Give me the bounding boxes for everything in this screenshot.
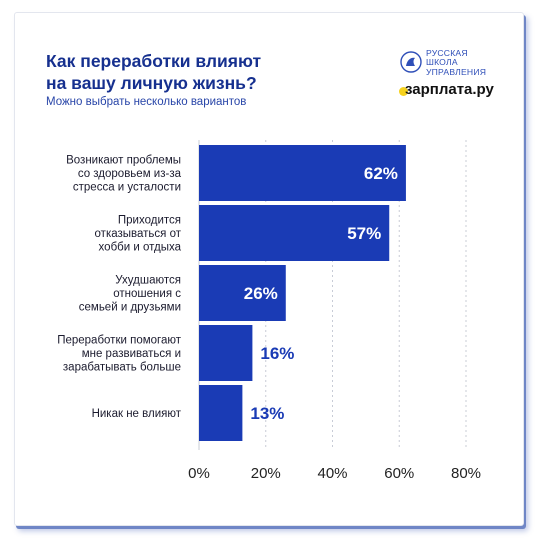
- category-label: хобби и отдыха: [99, 242, 182, 254]
- category-label: со здоровьем из-за: [78, 168, 182, 180]
- category-label: зарабатывать больше: [63, 362, 181, 374]
- rshu-line-2: ШКОЛА: [426, 57, 458, 68]
- category-label: отказываться от: [95, 228, 182, 240]
- bar: [199, 385, 243, 441]
- bar-value-label: 13%: [250, 404, 284, 423]
- bar-value-label: 26%: [244, 284, 278, 303]
- bar: [199, 265, 286, 321]
- chart-title: Как переработки влияют на вашу личную жи…: [46, 50, 346, 94]
- category-label: Приходится: [118, 215, 181, 227]
- bar-value-label: 62%: [364, 164, 398, 183]
- title-line-2: на вашу личную жизнь?: [46, 73, 257, 93]
- rshu-line-1: РУССКАЯ: [426, 48, 468, 58]
- category-label: стресса и усталости: [73, 182, 181, 194]
- bar: [199, 205, 390, 261]
- x-tick-label: 40%: [317, 465, 347, 482]
- zarplata-logo-dot: [399, 87, 408, 96]
- category-label: Возникают проблемы: [66, 155, 181, 167]
- x-tick-label: 60%: [384, 465, 414, 482]
- category-label: мне развиваться и: [82, 348, 181, 360]
- category-label: Ухудшаются: [115, 275, 181, 287]
- x-tick-label: 0%: [188, 465, 210, 482]
- rshu-logo: РУССКАЯ ШКОЛА УПРАВЛЕНИЯ: [400, 48, 500, 79]
- rshu-emblem-icon: [400, 51, 422, 73]
- bar-value-label: 57%: [347, 224, 381, 243]
- zarplata-logo: зарплата.ру: [399, 81, 494, 98]
- chart-subtitle: Можно выбрать несколько вариантов: [46, 96, 247, 108]
- x-tick-label: 20%: [251, 465, 281, 482]
- zarplata-logo-text: зарплата.ру: [405, 81, 494, 98]
- bar: [199, 145, 406, 201]
- bar-value-label: 16%: [260, 344, 294, 363]
- rshu-logo-text: РУССКАЯ ШКОЛА УПРАВЛЕНИЯ: [426, 48, 487, 77]
- category-label: отношения с: [113, 288, 181, 300]
- category-label: семьей и друзьями: [79, 302, 181, 314]
- category-label: Переработки помогают: [57, 335, 182, 347]
- rshu-line-3: УПРАВЛЕНИЯ: [426, 66, 487, 77]
- title-line-1: Как переработки влияют: [46, 51, 262, 71]
- bar: [199, 325, 253, 381]
- category-label: Никак не влияют: [92, 408, 182, 420]
- x-tick-label: 80%: [451, 465, 481, 482]
